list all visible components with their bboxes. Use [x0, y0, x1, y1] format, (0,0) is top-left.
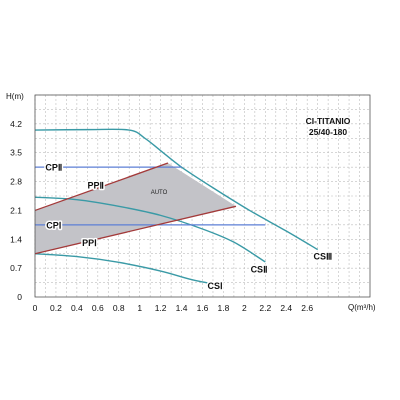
x-tick-label: 2.4 — [280, 303, 292, 313]
x-tick-label: 0.2 — [50, 303, 62, 313]
x-tick-label: 1 — [137, 303, 142, 313]
curve-label-CSⅠ: CSⅠ — [207, 281, 222, 291]
x-tick-label: 2.2 — [259, 303, 271, 313]
x-tick-label: 0.6 — [92, 303, 104, 313]
y-tick-label: 0.7 — [10, 263, 22, 273]
y-tick-label: 2.1 — [10, 205, 22, 215]
plot-border — [34, 94, 371, 298]
curve-label-CSⅢ: CSⅢ — [314, 251, 333, 261]
series-lines — [34, 128, 319, 287]
curve-labels: CPⅡ CPⅠ PPⅡ PPⅠ CSⅠ CSⅡ CSⅢ — [44, 161, 334, 292]
x-tick-label: 2.6 — [301, 303, 313, 313]
chart-title-line: 25/40-180 — [309, 127, 348, 137]
x-axis-label: Q(m³/h) — [348, 303, 376, 312]
chart-title-line: CI-TITANIO — [306, 116, 351, 126]
auto-region — [35, 163, 236, 254]
series-PPⅡ — [34, 162, 169, 212]
series-PPⅠ — [34, 205, 237, 255]
y-tick-label: 4.2 — [10, 119, 22, 129]
curve-label-CPⅠ: CPⅠ — [46, 220, 61, 230]
series-CSⅡ — [34, 196, 266, 263]
chart-title: CI-TITANIO 25/40-180 — [306, 116, 351, 137]
x-tick-label: 1.8 — [218, 303, 230, 313]
auto-region-label: AUTO — [151, 190, 168, 196]
auto-region-fill — [35, 163, 236, 254]
series-CSⅢ — [34, 128, 319, 251]
curve-label-PPⅠ: PPⅠ — [82, 238, 97, 248]
x-tick-label: 0 — [33, 303, 38, 313]
curve-label-PPⅡ: PPⅡ — [88, 180, 104, 190]
x-tick-label: 1.4 — [176, 303, 188, 313]
plot-frame — [34, 94, 371, 298]
y-tick-label: 3.5 — [10, 148, 22, 158]
x-tick-label: 1.6 — [197, 303, 209, 313]
y-axis-label: H(m) — [6, 92, 24, 101]
x-tick-label: 2 — [242, 303, 247, 313]
x-tick-label: 1.2 — [155, 303, 167, 313]
x-tick-label: 0.8 — [113, 303, 125, 313]
tick-labels: 0 0.2 0.4 0.6 0.8 1 1.2 1.4 1.6 1.8 2 2.2 2.4 2.6 0 0.7… — [10, 119, 313, 313]
series-CSⅠ — [34, 253, 222, 287]
curve-label-CSⅡ: CSⅡ — [251, 264, 268, 274]
y-tick-label: 0 — [17, 292, 22, 302]
x-tick-label: 0.4 — [71, 303, 83, 313]
y-tick-label: 2.8 — [10, 177, 22, 187]
curve-label-CPⅡ: CPⅡ — [45, 163, 62, 173]
y-tick-label: 1.4 — [10, 234, 22, 244]
